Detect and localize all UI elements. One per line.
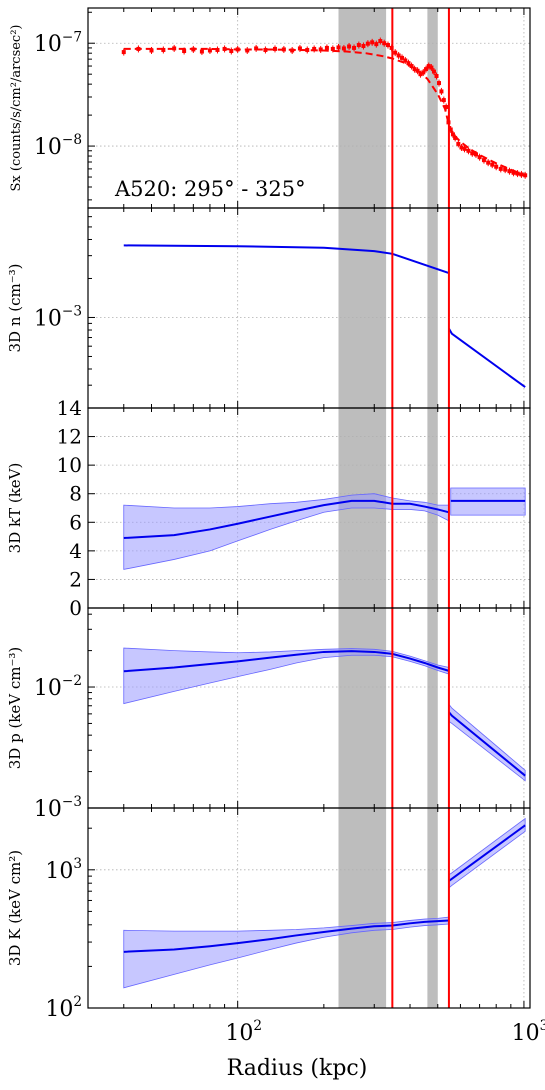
x-axis-label: Radius (kpc) bbox=[227, 1056, 368, 1081]
model-line bbox=[123, 244, 450, 275]
y-axis-label-sx: Sx (counts/s/cm²/arcsec²) bbox=[9, 25, 24, 192]
y-tick-label-kT: 8 bbox=[69, 482, 82, 506]
uncertainty-band bbox=[123, 916, 450, 989]
model-line bbox=[448, 711, 526, 777]
y-tick-label-kT: 0 bbox=[69, 596, 82, 620]
uncertainty-band bbox=[123, 493, 450, 570]
y-axis-label-kT: 3D kT (keV) bbox=[6, 463, 24, 554]
sx-model-line bbox=[123, 47, 526, 177]
model-line bbox=[123, 650, 450, 673]
panel-frame bbox=[87, 207, 531, 409]
y-tick-label-kT: 6 bbox=[69, 510, 82, 534]
x-tick-label: 103 bbox=[512, 1018, 545, 1046]
y-tick-label-K: 103 bbox=[45, 856, 82, 884]
y-tick-label-kT: 4 bbox=[69, 539, 82, 563]
y-tick-label-sx: 10−8 bbox=[34, 132, 82, 160]
panel-series-sx bbox=[121, 37, 528, 179]
panel-series-kT bbox=[123, 487, 526, 570]
x-tick-label: 102 bbox=[225, 1018, 262, 1046]
model-line bbox=[448, 824, 526, 882]
panel-series-p bbox=[123, 647, 526, 782]
chart-annotation: A520: 295° - 325° bbox=[114, 177, 306, 201]
uncertainty-band bbox=[448, 703, 526, 782]
y-axis-label-n: 3D n (cm⁻³) bbox=[6, 263, 24, 352]
y-tick-label-p: 10−2 bbox=[34, 673, 82, 701]
y-tick-label-kT: 12 bbox=[57, 425, 82, 449]
y-tick-label-p: 10−3 bbox=[34, 794, 82, 822]
panel-frame bbox=[87, 807, 531, 1009]
model-line bbox=[123, 499, 450, 539]
y-tick-label-kT: 14 bbox=[57, 396, 82, 420]
y-tick-label-sx: 10−7 bbox=[34, 29, 82, 57]
panel-series-K bbox=[123, 817, 526, 989]
y-axis-label-p: 3D p (keV cm⁻³) bbox=[6, 647, 24, 770]
panel-frame bbox=[87, 607, 531, 809]
y-axis-label-K: 3D K (keV cm²) bbox=[6, 850, 24, 966]
model-line bbox=[123, 919, 449, 953]
y-tick-label-kT: 10 bbox=[57, 453, 82, 477]
panel-series-n bbox=[123, 244, 526, 388]
y-tick-label-kT: 2 bbox=[69, 567, 82, 591]
y-tick-label-K: 102 bbox=[45, 994, 82, 1022]
model-line bbox=[448, 328, 526, 388]
y-tick-label-n: 10−3 bbox=[34, 304, 82, 332]
